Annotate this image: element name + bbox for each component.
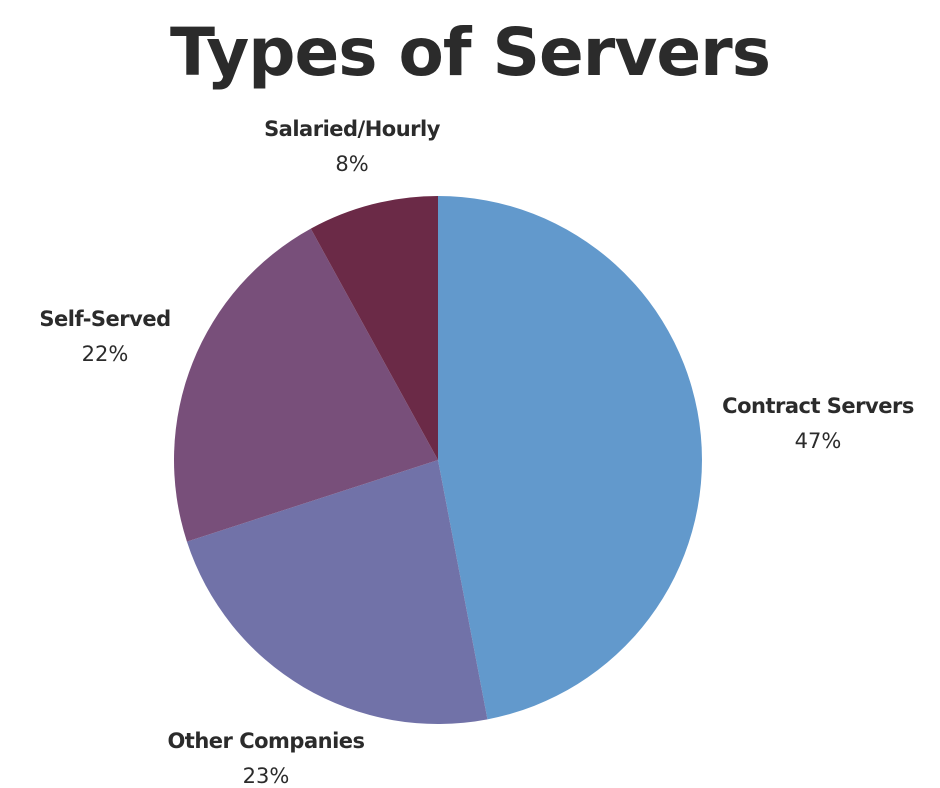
- pie-slice-contract-servers: [438, 196, 702, 720]
- pie-slices: [174, 196, 702, 724]
- slice-value-label-other-companies: 23%: [243, 764, 290, 788]
- slice-value-label-contract-servers: 47%: [795, 429, 842, 453]
- slice-label-contract-servers: Contract Servers: [722, 394, 914, 418]
- pie-slice-salaried-hourly: [310, 196, 438, 460]
- slice-value-label-salaried-hourly: 8%: [335, 152, 368, 176]
- pie-slice-other-companies: [186, 460, 488, 724]
- slice-label-salaried-hourly: Salaried/Hourly: [264, 117, 441, 141]
- chart-title: Types of Servers: [170, 14, 771, 91]
- slice-value-label-self-served: 22%: [82, 342, 129, 366]
- slice-label-other-companies: Other Companies: [167, 729, 364, 753]
- pie-slice-self-served: [174, 228, 438, 542]
- slice-label-self-served: Self-Served: [39, 307, 170, 331]
- pie-labels: Contract Servers 47% Other Companies 23% Sel…: [39, 117, 914, 788]
